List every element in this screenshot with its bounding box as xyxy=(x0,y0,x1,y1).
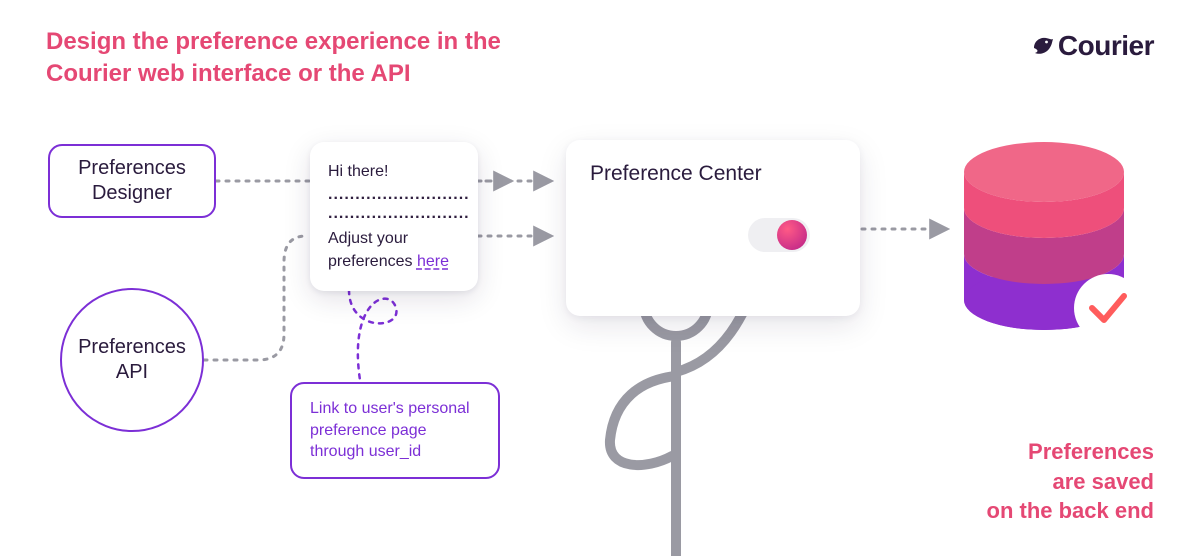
bird-icon xyxy=(1030,34,1056,58)
footer-line: are saved xyxy=(987,467,1154,497)
callout-user-id-link: Link to user's personal preference page … xyxy=(290,382,500,479)
email-body: Adjust your preferences here xyxy=(328,227,460,273)
preference-center-title: Preference Center xyxy=(590,162,836,186)
preference-toggle[interactable] xyxy=(748,218,810,252)
preference-center-card: Preference Center xyxy=(566,140,860,316)
email-preferences-link[interactable]: here xyxy=(417,253,449,270)
here-link-connector xyxy=(349,290,396,380)
courier-logo: Courier xyxy=(1030,30,1154,62)
email-placeholder-line: .......................... xyxy=(328,208,460,221)
footer-caption: Preferences are saved on the back end xyxy=(987,437,1154,526)
node-preferences-designer: Preferences Designer xyxy=(48,144,216,218)
toggle-knob-icon xyxy=(777,220,807,250)
node-preferences-api: Preferences API xyxy=(60,288,204,432)
footer-line: Preferences xyxy=(987,437,1154,467)
logo-text: Courier xyxy=(1058,30,1154,62)
arrow-api-to-email xyxy=(204,236,306,360)
page-title: Design the preference experience in the … xyxy=(46,26,566,91)
email-preview-card: Hi there! .......................... ...… xyxy=(310,142,478,291)
email-placeholder-line: .......................... xyxy=(328,189,460,202)
email-body-text: Adjust your preferences xyxy=(328,230,417,270)
database-icon xyxy=(964,142,1124,330)
checkmark-badge-icon xyxy=(1074,274,1142,342)
email-greeting: Hi there! xyxy=(328,160,460,183)
footer-line: on the back end xyxy=(987,496,1154,526)
